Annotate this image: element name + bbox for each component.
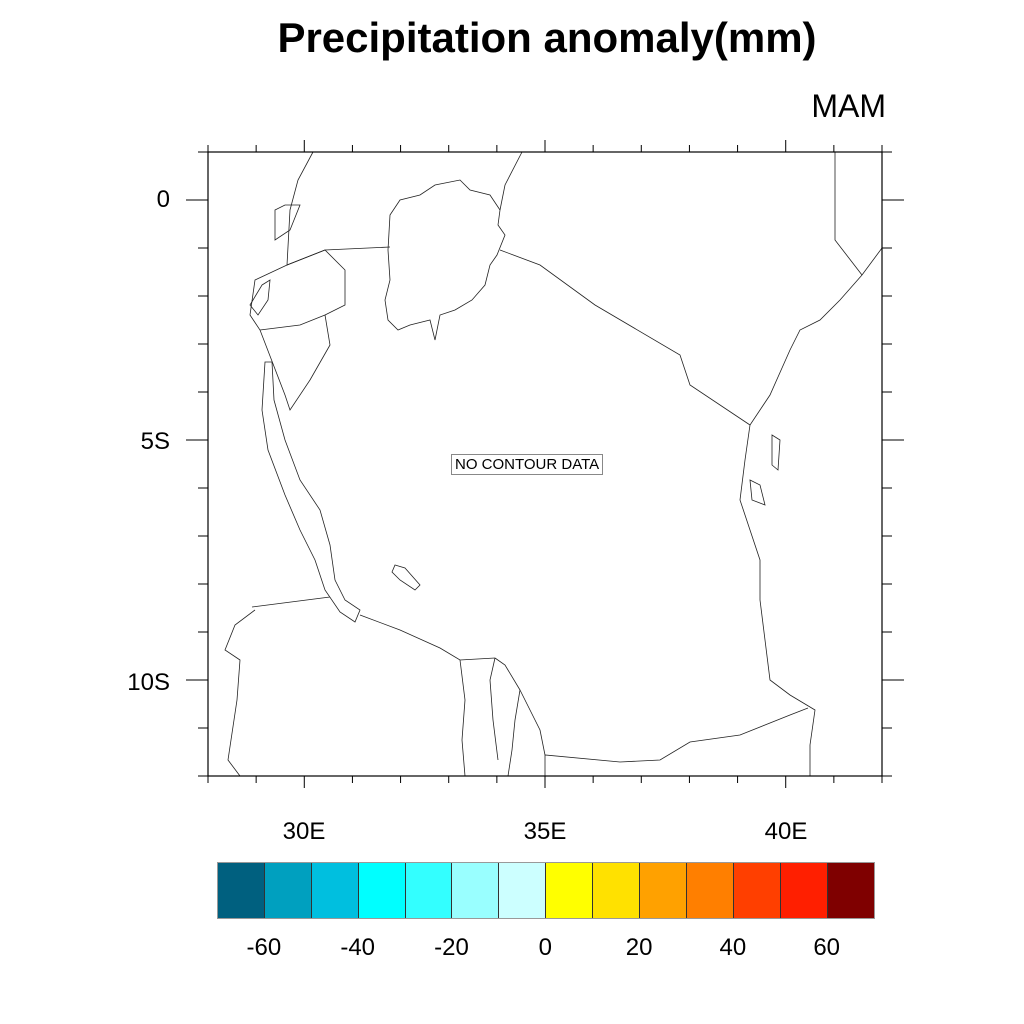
colorbar-label: 40 <box>719 934 747 961</box>
colorbar-box <box>827 863 875 918</box>
drc-zambia-shape <box>224 609 256 777</box>
y-tick-label: 10S <box>127 669 170 696</box>
colorbar-box <box>546 863 594 918</box>
lake-rukwa <box>391 564 421 591</box>
map-frame <box>207 151 883 777</box>
season-label: MAM <box>811 88 886 124</box>
tanzania-south-border <box>544 707 809 776</box>
axis-ticks <box>186 140 904 788</box>
colorbar-box <box>452 863 500 918</box>
y-tick-label: 5S <box>140 428 170 455</box>
somalia-border <box>834 152 863 276</box>
colorbar-box <box>264 863 312 918</box>
lake-albert <box>274 204 301 241</box>
colorbar-label: 0 <box>538 934 552 961</box>
colorbar-label: -40 <box>340 934 376 961</box>
coastline <box>739 247 883 776</box>
colorbar-label: -60 <box>246 934 282 961</box>
plot-title: Precipitation anomaly(mm) <box>277 14 817 61</box>
x-tick-label: 40E <box>764 818 808 845</box>
x-tick-label: 35E <box>523 818 567 845</box>
rwanda-burundi <box>249 249 346 411</box>
colorbar-box <box>499 863 547 918</box>
kenya-uganda-border <box>499 151 523 211</box>
colorbar-box <box>593 863 641 918</box>
y-tick-label: 0 <box>156 186 170 213</box>
colorbar <box>217 862 876 919</box>
uganda-border <box>286 151 391 266</box>
colorbar-box <box>218 863 265 918</box>
colorbar-box <box>640 863 687 918</box>
colorbar-label: -20 <box>434 934 469 961</box>
no-contour-data-label: NO CONTOUR DATA <box>451 454 604 475</box>
colorbar-label: 20 <box>625 934 653 961</box>
colorbar-label: 60 <box>813 934 841 961</box>
colorbar-box <box>405 863 453 918</box>
colorbar-box <box>311 863 359 918</box>
zambia-border <box>251 596 496 661</box>
colorbar-box <box>780 863 828 918</box>
colorbar-box <box>358 863 406 918</box>
coastlines-and-borders <box>224 151 883 777</box>
mozambique-malawi-border <box>459 659 546 777</box>
kenya-tanzania-border <box>499 249 751 426</box>
x-tick-label: 30E <box>282 818 326 845</box>
lake-malawi <box>489 657 521 777</box>
lake-victoria <box>384 179 506 341</box>
lake-tanganyika <box>261 361 361 623</box>
colorbar-box <box>686 863 734 918</box>
zanzibar-pemba <box>749 434 781 506</box>
colorbar-box <box>733 863 781 918</box>
lake-kivu <box>249 279 271 316</box>
